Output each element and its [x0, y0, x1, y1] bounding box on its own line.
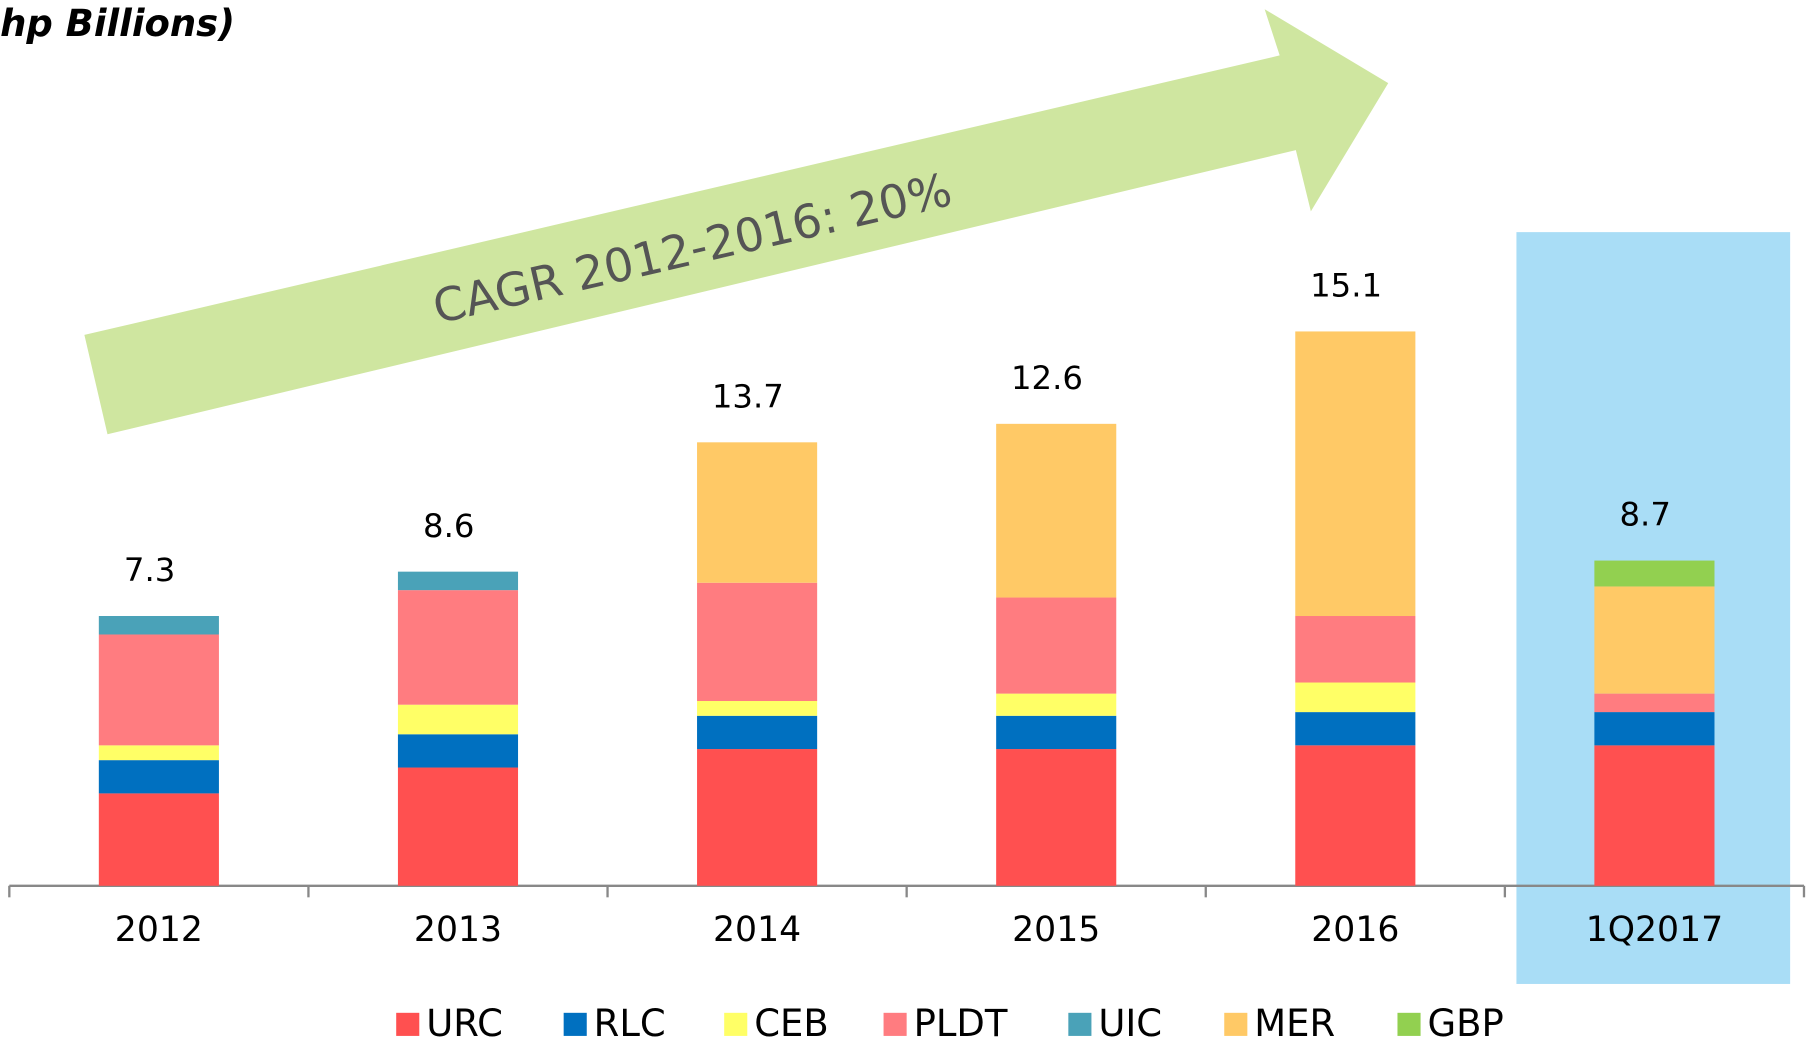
legend-label: UIC: [1098, 1002, 1162, 1044]
legend-label: MER: [1254, 1002, 1335, 1044]
bar-segment: [99, 793, 219, 885]
legend-swatch: [564, 1013, 587, 1036]
total-label: 8.7: [1619, 496, 1670, 534]
x-tick-label: 2012: [115, 910, 203, 950]
bar-segment: [1295, 616, 1415, 683]
bar-segment: [1594, 745, 1714, 885]
bar-segment: [1295, 712, 1415, 745]
total-label: 7.3: [124, 551, 175, 589]
bar-segment: [996, 424, 1116, 598]
legend-swatch: [1068, 1013, 1091, 1036]
bar-segment: [398, 572, 518, 590]
bar-segment: [996, 749, 1116, 886]
bar-segment: [99, 760, 219, 793]
bar-segment: [1594, 694, 1714, 712]
bar-segment: [697, 442, 817, 582]
chart: CAGR 2012-2016: 20% hp Billions) 7.32012…: [0, 0, 1811, 1044]
bar-segment: [99, 616, 219, 634]
bar-segment: [996, 694, 1116, 716]
bar-segment: [1594, 586, 1714, 693]
bar-segment: [398, 734, 518, 767]
bar-segment: [697, 749, 817, 886]
bar-segment: [1295, 683, 1415, 713]
bar-segment: [398, 705, 518, 735]
total-label: 12.6: [1011, 359, 1083, 397]
x-tick-label: 2016: [1311, 910, 1399, 950]
bar-segment: [1594, 712, 1714, 745]
legend-label: URC: [426, 1002, 503, 1044]
x-tick-label: 1Q2017: [1586, 910, 1723, 950]
legend-swatch: [724, 1013, 747, 1036]
bar-segment: [697, 716, 817, 749]
chart-title: hp Billions): [0, 2, 235, 45]
bar-segment: [1295, 331, 1415, 616]
bar-segment: [1295, 745, 1415, 885]
bar-segment: [99, 634, 219, 745]
legend-swatch: [884, 1013, 907, 1036]
total-label: 8.6: [423, 507, 474, 545]
bar-segment: [398, 768, 518, 886]
x-tick-label: 2013: [414, 910, 502, 950]
legend-label: GBP: [1428, 1002, 1504, 1044]
bar-segment: [697, 583, 817, 701]
x-tick-label: 2014: [713, 910, 801, 950]
total-label: 15.1: [1310, 267, 1382, 305]
bar-segment: [398, 590, 518, 705]
legend-swatch: [396, 1013, 419, 1036]
legend-label: CEB: [754, 1002, 828, 1044]
bar-segment: [697, 701, 817, 716]
legend-swatch: [1224, 1013, 1247, 1036]
bar-segment: [996, 716, 1116, 749]
bar-segment: [99, 745, 219, 760]
x-tick-label: 2015: [1012, 910, 1100, 950]
total-label: 13.7: [712, 377, 784, 415]
legend-swatch: [1397, 1013, 1420, 1036]
bar-segment: [1594, 561, 1714, 587]
legend-label: RLC: [594, 1002, 666, 1044]
legend-label: PLDT: [914, 1002, 1008, 1044]
bar-segment: [996, 598, 1116, 694]
